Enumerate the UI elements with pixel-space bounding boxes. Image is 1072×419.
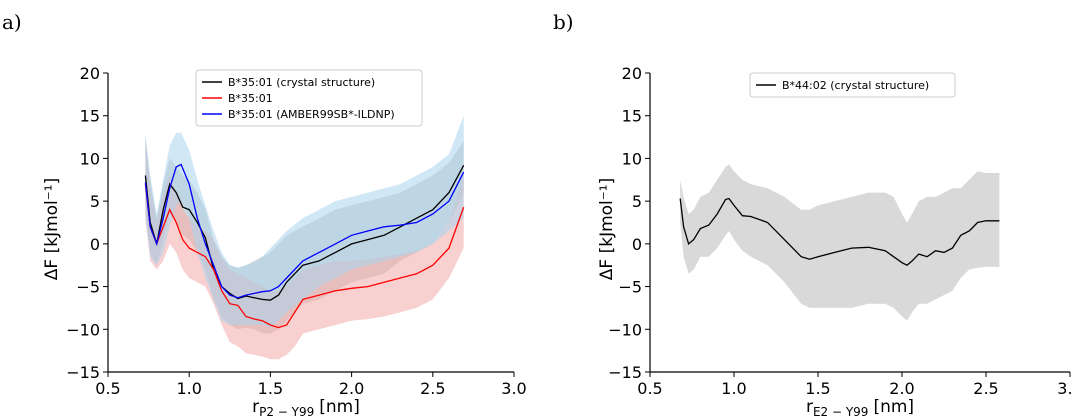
x-tick-label: 1.5 xyxy=(258,379,283,398)
y-axis-title: ΔF [kJmol⁻¹] xyxy=(597,178,617,280)
x-axis-symbol: r xyxy=(252,397,259,417)
y-tick-label: 5 xyxy=(90,192,100,211)
x-tick-label: 1.5 xyxy=(805,379,830,398)
y-tick-label: −5 xyxy=(618,278,642,297)
y-tick-label: 20 xyxy=(80,64,100,83)
confidence-bands xyxy=(145,115,464,360)
x-axis-title: rE2 − Y99 [nm] xyxy=(806,397,914,419)
panel-a: a) 20 15 10 5 0 −5 −10 −150.5 1.0 1.5 2.0 2.5 3.0 B*… xyxy=(2,10,527,419)
panel-label: a) xyxy=(2,10,22,34)
x-axis-title: rP2 − Y99 [nm] xyxy=(252,397,360,419)
x-axis-subscript: P2 − Y99 xyxy=(259,405,314,419)
y-tick-label: 15 xyxy=(622,107,642,126)
x-tick-label: 3.0 xyxy=(501,379,526,398)
series-line-0 xyxy=(144,164,465,301)
y-tick-label: 10 xyxy=(622,149,642,168)
x-axis-unit: [nm] xyxy=(319,397,360,417)
confidence-band-0 xyxy=(680,164,1000,321)
x-tick-label: 3.0 xyxy=(1057,379,1072,398)
x-axis-symbol: r xyxy=(806,397,813,417)
x-tick-label: 1.0 xyxy=(721,379,746,398)
y-tick-label: −10 xyxy=(66,320,100,339)
y-tick-label: 10 xyxy=(80,149,100,168)
legend-label: B*44:02 (crystal structure) xyxy=(782,79,929,92)
legend-label: B*35:01 (AMBER99SB*-ILDNP) xyxy=(228,108,395,121)
x-tick-label: 2.5 xyxy=(973,379,998,398)
legend-label: B*35:01 (crystal structure) xyxy=(228,76,375,89)
y-tick-label: 0 xyxy=(632,235,642,254)
legend: B*44:02 (crystal structure) xyxy=(749,72,956,98)
y-tick-label: −15 xyxy=(608,363,642,382)
legend: B*35:01 (crystal structure) B*35:01 B*35:0… xyxy=(195,69,423,127)
x-tick-label: 2.0 xyxy=(889,379,914,398)
y-tick-label: −10 xyxy=(608,320,642,339)
series-line-2 xyxy=(144,163,465,299)
series-line-1 xyxy=(144,184,465,329)
y-tick-label: 0 xyxy=(90,235,100,254)
y-tick-label: 15 xyxy=(80,107,100,126)
x-tick-label: 2.0 xyxy=(339,379,364,398)
legend-box xyxy=(749,72,956,98)
series-line-0 xyxy=(679,197,1000,266)
x-tick-label: 2.5 xyxy=(420,379,445,398)
axes: 20 15 10 5 0 −5 −10 −150.5 1.0 1.5 2.0 2.5 3.0 xyxy=(66,64,526,398)
y-tick-label: −15 xyxy=(66,363,100,382)
legend-label: B*35:01 xyxy=(228,92,273,105)
confidence-bands xyxy=(680,164,1000,321)
x-axis-subscript: E2 − Y99 xyxy=(813,405,869,419)
y-tick-label: 5 xyxy=(632,192,642,211)
legend-box xyxy=(195,69,423,127)
y-tick-label: 20 xyxy=(622,64,642,83)
confidence-band-2 xyxy=(145,115,464,328)
x-tick-label: 1.0 xyxy=(176,379,201,398)
panel-label: b) xyxy=(553,10,574,34)
panel-b: b) 20 15 10 5 0 −5 −10 −150.5 1.0 1.5 2.0 2.5 3.0 B*… xyxy=(553,10,1072,419)
y-tick-label: −5 xyxy=(76,278,100,297)
axes: 20 15 10 5 0 −5 −10 −150.5 1.0 1.5 2.0 2.5 3.0 xyxy=(608,64,1072,398)
series-lines xyxy=(679,197,1000,266)
x-tick-label: 0.5 xyxy=(95,379,120,398)
series-lines xyxy=(144,163,465,329)
y-axis-title: ΔF [kJmol⁻¹] xyxy=(42,178,62,280)
x-tick-label: 0.5 xyxy=(637,379,662,398)
x-axis-unit: [nm] xyxy=(873,397,914,417)
